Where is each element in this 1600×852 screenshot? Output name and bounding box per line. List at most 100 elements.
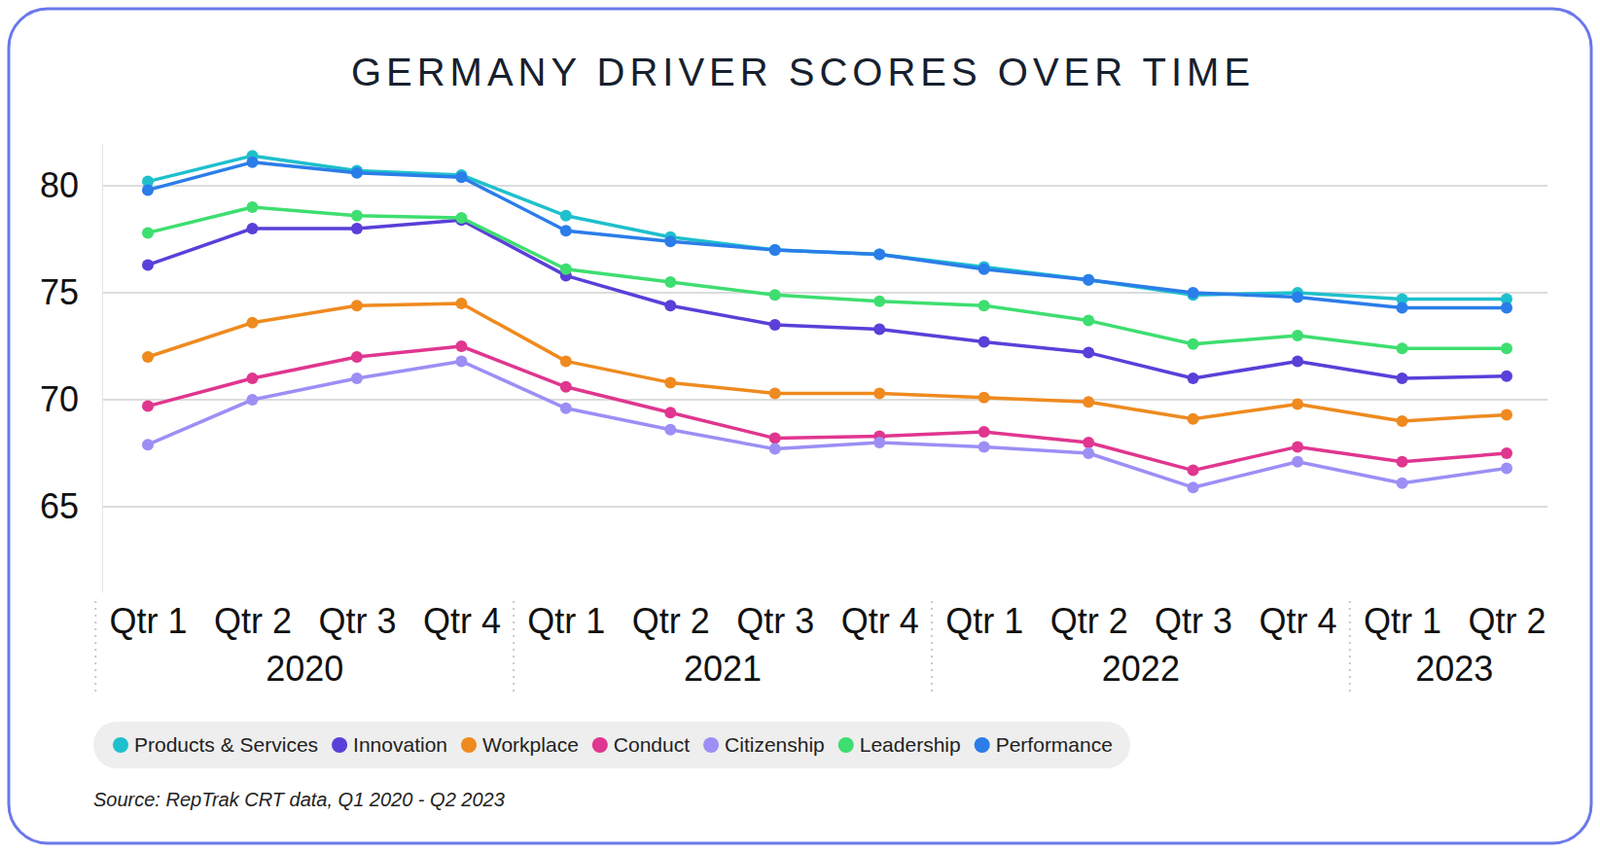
y-tick: 65 bbox=[39, 486, 103, 527]
x-tick: Qtr 2 bbox=[1050, 601, 1129, 641]
point bbox=[1187, 464, 1200, 477]
x-tick: Qtr 4 bbox=[841, 601, 920, 641]
x-tick: Qtr 3 bbox=[318, 601, 396, 641]
x-tick-label: Qtr 4 bbox=[1259, 601, 1338, 641]
point bbox=[1082, 315, 1095, 327]
group-label: 2020 bbox=[265, 648, 344, 689]
y-tick-label: 65 bbox=[39, 486, 79, 527]
series-line bbox=[147, 155, 1507, 299]
point bbox=[1187, 481, 1200, 494]
point bbox=[1082, 436, 1095, 449]
grid-line bbox=[102, 184, 1548, 187]
point bbox=[455, 171, 467, 183]
x-tick: Qtr 1 bbox=[945, 601, 1024, 641]
point bbox=[769, 244, 782, 256]
x-tick-label: Qtr 1 bbox=[108, 601, 187, 641]
y-tick-label: 75 bbox=[39, 272, 79, 313]
x-tick: Qtr 3 bbox=[1154, 601, 1233, 641]
point bbox=[769, 387, 782, 399]
point bbox=[351, 372, 363, 385]
point bbox=[664, 299, 676, 312]
point bbox=[351, 351, 363, 363]
point bbox=[560, 402, 572, 415]
point bbox=[455, 212, 467, 224]
point bbox=[246, 222, 258, 235]
chart: GERMANY DRIVER SCORES OVER TIME65707580Q… bbox=[0, 0, 1600, 852]
point bbox=[455, 297, 467, 310]
y-tick: 80 bbox=[39, 165, 103, 206]
point bbox=[978, 299, 991, 312]
point bbox=[1187, 286, 1200, 299]
series bbox=[142, 156, 1513, 315]
x-tick: Qtr 1 bbox=[1363, 601, 1442, 641]
point bbox=[1291, 456, 1304, 468]
series-line bbox=[147, 360, 1507, 488]
point bbox=[1291, 290, 1304, 303]
point bbox=[873, 248, 886, 260]
x-tick-label: Qtr 2 bbox=[632, 601, 711, 641]
point bbox=[1396, 301, 1409, 314]
point bbox=[246, 156, 258, 169]
point bbox=[246, 372, 258, 385]
group-label: 2023 bbox=[1415, 648, 1494, 689]
x-tick-label: Qtr 1 bbox=[1363, 601, 1442, 641]
point bbox=[1082, 447, 1095, 460]
point bbox=[1082, 395, 1095, 408]
y-axis: 65 70 75 80 bbox=[39, 143, 104, 594]
group-label: 2021 bbox=[683, 648, 762, 689]
group-separator bbox=[94, 601, 97, 693]
point bbox=[1291, 440, 1304, 453]
point bbox=[1500, 370, 1513, 383]
x-tick: Qtr 4 bbox=[423, 601, 501, 641]
point bbox=[873, 322, 886, 335]
point bbox=[142, 438, 154, 451]
point bbox=[560, 224, 572, 237]
point bbox=[1082, 347, 1095, 359]
group-separator bbox=[512, 601, 515, 693]
x-tick-label: Qtr 3 bbox=[736, 601, 815, 641]
x-tick: Qtr 3 bbox=[736, 601, 815, 641]
point bbox=[1396, 372, 1409, 385]
point bbox=[1500, 462, 1513, 474]
y-axis-line bbox=[102, 143, 104, 594]
point bbox=[1396, 415, 1409, 427]
x-axis: Qtr 1 Qtr 2 Qtr 3 Qtr 4 Qtr 1 Qtr 2 Qtr 3 Qtr 4… bbox=[108, 601, 1546, 641]
legend-marker bbox=[838, 737, 854, 753]
x-tick: Qtr 4 bbox=[1259, 601, 1338, 641]
grid bbox=[102, 185, 1548, 507]
point bbox=[142, 258, 154, 271]
point bbox=[1500, 447, 1513, 460]
series bbox=[142, 297, 1513, 427]
group-separator bbox=[1349, 601, 1352, 693]
point bbox=[1082, 274, 1095, 286]
x-tick-label: Qtr 1 bbox=[527, 601, 605, 641]
x-tick-label: Qtr 3 bbox=[1154, 601, 1233, 641]
point bbox=[142, 351, 154, 363]
series-line bbox=[147, 207, 1507, 349]
point bbox=[560, 263, 572, 276]
legend-marker bbox=[331, 737, 348, 753]
point bbox=[1291, 329, 1304, 342]
point bbox=[664, 235, 676, 248]
legend-marker bbox=[592, 737, 608, 753]
legend-label: Conduct bbox=[613, 733, 690, 756]
point bbox=[978, 391, 991, 404]
legend-label: Innovation bbox=[353, 733, 448, 756]
point bbox=[142, 226, 154, 239]
point bbox=[1082, 274, 1095, 286]
point bbox=[1500, 342, 1513, 355]
plot-area bbox=[142, 149, 1513, 494]
x-tick: Qtr 2 bbox=[632, 601, 711, 641]
y-tick-label: 70 bbox=[39, 379, 79, 420]
x-tick-label: Qtr 2 bbox=[213, 601, 292, 641]
point bbox=[978, 426, 991, 438]
point bbox=[455, 340, 467, 353]
point bbox=[664, 276, 676, 288]
point bbox=[978, 263, 991, 276]
point bbox=[978, 440, 991, 453]
point bbox=[978, 336, 991, 349]
legend-label: Performance bbox=[995, 733, 1113, 756]
series bbox=[142, 355, 1513, 494]
point bbox=[769, 244, 782, 256]
point bbox=[246, 393, 258, 406]
